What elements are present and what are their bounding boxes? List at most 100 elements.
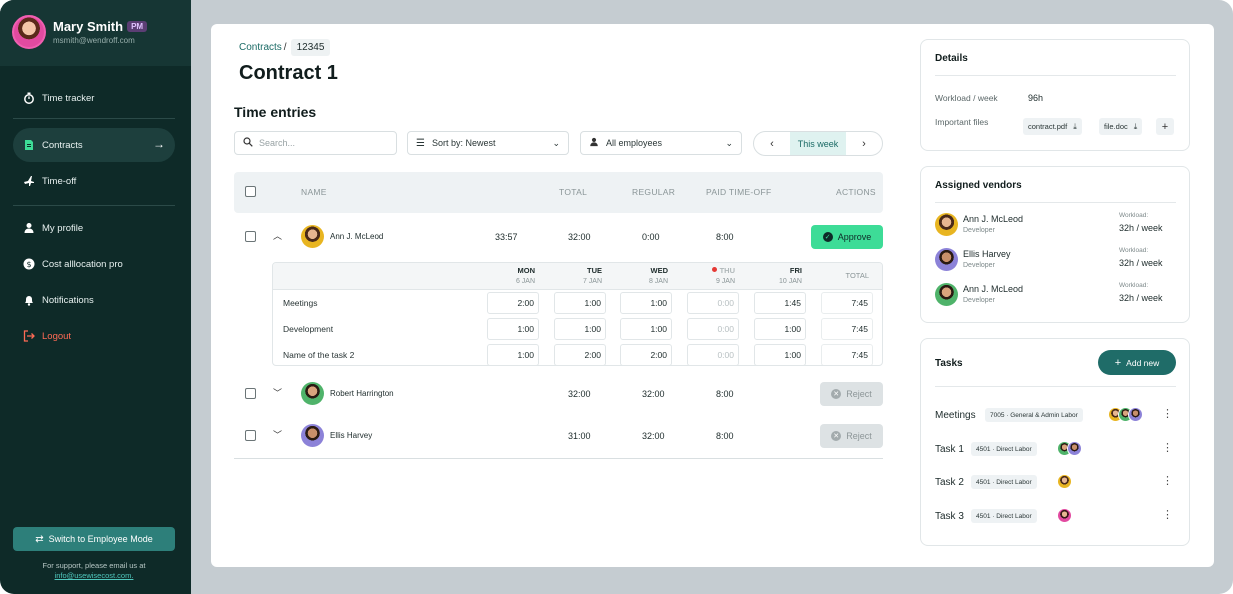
more-options-icon[interactable]: ⋮ (1162, 475, 1173, 487)
avatar (1128, 407, 1143, 422)
add-task-button[interactable]: + Add new (1098, 350, 1176, 375)
hours-cell[interactable]: 2:00 (487, 292, 539, 314)
add-file-button[interactable]: + (1156, 118, 1174, 135)
task-item[interactable]: Meetings 7005 · General & Admin Labor ⋮ (935, 405, 1176, 429)
day-date: 8 JAN (648, 278, 668, 285)
hours-cell[interactable]: 0:00 (687, 318, 739, 340)
vendor-item[interactable]: Ann J. McLeod Developer Workload: 32h / … (935, 210, 1176, 240)
daily-breakdown-header: MON 6 JAN TUE 7 JAN WED 8 JAN THU 9 JAN FRI 1… (273, 263, 882, 290)
row-pto-b: 8:00 (716, 431, 734, 441)
avatar (1067, 441, 1082, 456)
hours-cell[interactable]: 2:00 (554, 344, 606, 365)
sort-dropdown[interactable]: ☰ Sort by: Newest ⌄ (407, 131, 569, 155)
workload-label: Workload / week (935, 93, 998, 103)
task-item[interactable]: Task 2 4501 · Direct Labor ⋮ (935, 472, 1176, 496)
sidebar-item-time-off[interactable]: Time-off (13, 164, 175, 198)
sidebar-item-notifications[interactable]: Notifications (13, 283, 175, 317)
table-row: ﹀ Robert Harrington 32:00 32:00 8:00 ✕ R… (234, 377, 883, 411)
breadcrumb-contracts-link[interactable]: Contracts (239, 42, 282, 53)
hours-cell[interactable]: 0:00 (687, 292, 739, 314)
vendor-name: Ann J. McLeod (963, 284, 1024, 294)
details-title: Details (935, 53, 968, 64)
close-circle-icon: ✕ (831, 389, 842, 399)
user-name-text: Mary Smith (53, 19, 124, 34)
download-icon[interactable]: ⤓ (1073, 121, 1077, 131)
row-total-cell: 7:45 (821, 318, 873, 340)
day-header: FRI 10 JAN (754, 266, 802, 287)
prev-week-button[interactable]: ‹ (770, 137, 774, 150)
employees-dropdown[interactable]: All employees ⌄ (580, 131, 742, 155)
approve-button[interactable]: ✓ Approve (811, 225, 883, 249)
select-all-checkbox[interactable] (245, 186, 256, 197)
chevron-down-icon[interactable]: ﹀ (273, 388, 283, 398)
reject-button[interactable]: ✕ Reject (820, 424, 883, 448)
avatar (1057, 474, 1072, 489)
file-chip[interactable]: file.doc ⤓ (1099, 118, 1143, 135)
vendor-item[interactable]: Ellis Harvey Developer Workload: 32h / w… (935, 245, 1176, 275)
daily-breakdown-table: MON 6 JAN TUE 7 JAN WED 8 JAN THU 9 JAN FRI 1… (272, 262, 883, 366)
sidebar-item-label: Time-off (42, 175, 77, 187)
avatar (301, 382, 324, 405)
workload-label: Workload: (1119, 282, 1149, 289)
hours-cell[interactable]: 1:00 (754, 318, 806, 340)
task-name: Task 2 (935, 477, 964, 488)
sidebar-item-contracts[interactable]: Contracts → (13, 128, 175, 162)
file-name: file.doc (1104, 122, 1128, 131)
task-code: 7005 · General & Admin Labor (985, 408, 1083, 422)
next-week-button[interactable]: › (862, 137, 866, 150)
download-icon[interactable]: ⤓ (1133, 121, 1138, 131)
workload-value: 96h (1028, 93, 1044, 103)
this-week-button[interactable]: This week (790, 132, 846, 155)
row-total-cell: 7:45 (821, 344, 873, 365)
row-pto-a: 32:00 (642, 431, 665, 441)
switch-mode-button[interactable]: ⇄ Switch to Employee Mode (13, 527, 175, 551)
workload-value: 32h / week (1119, 293, 1163, 303)
chevron-up-icon[interactable]: ︿ (273, 231, 283, 241)
chevron-down-icon[interactable]: ﹀ (273, 430, 283, 440)
bell-icon (22, 293, 36, 307)
vendors-title: Assigned vendors (935, 180, 1022, 191)
row-checkbox[interactable] (245, 388, 256, 399)
hours-cell[interactable]: 1:45 (754, 292, 806, 314)
search-input[interactable]: Search... (234, 131, 397, 155)
hours-cell[interactable]: 1:00 (487, 344, 539, 365)
reject-button[interactable]: ✕ Reject (820, 382, 883, 406)
sidebar-divider (13, 118, 175, 119)
hours-cell[interactable]: 1:00 (487, 318, 539, 340)
support-email-link[interactable]: info@usewisecost.com. (54, 571, 134, 580)
avatar (301, 225, 324, 248)
file-chip[interactable]: contract.pdf ⤓ (1023, 118, 1082, 135)
hours-cell[interactable]: 1:00 (620, 292, 672, 314)
close-circle-icon: ✕ (831, 431, 842, 441)
task-item[interactable]: Task 1 4501 · Direct Labor ⋮ (935, 439, 1176, 463)
user-email: msmith@wendroff.com (53, 36, 135, 45)
sidebar-item-time-tracker[interactable]: Time tracker (13, 81, 175, 115)
hours-cell[interactable]: 1:00 (620, 318, 672, 340)
task-name: Task 1 (935, 444, 964, 455)
row-checkbox[interactable] (245, 231, 256, 242)
user-avatar (12, 15, 46, 49)
row-regular: 32:00 (568, 232, 591, 242)
support-text: For support, please email us at info@use… (13, 561, 175, 581)
hours-cell[interactable]: 0:00 (687, 344, 739, 365)
hours-cell[interactable]: 1:00 (554, 292, 606, 314)
row-pto-a: 32:00 (642, 389, 665, 399)
vendor-item[interactable]: Ann J. McLeod Developer Workload: 32h / … (935, 280, 1176, 310)
sidebar-item-label: Contracts (42, 139, 83, 151)
user-header[interactable]: Mary Smith PM msmith@wendroff.com (0, 0, 191, 66)
row-checkbox[interactable] (245, 430, 256, 441)
sidebar-item-logout[interactable]: Logout (13, 319, 175, 353)
day-header: THU 9 JAN (687, 266, 735, 287)
more-options-icon[interactable]: ⋮ (1162, 408, 1173, 420)
vendor-role: Developer (963, 262, 995, 269)
row-regular: 31:00 (568, 431, 591, 441)
sidebar-item-cost-allocation[interactable]: $ Cost alllocation pro (13, 247, 175, 281)
sidebar-item-my-profile[interactable]: My profile (13, 211, 175, 245)
more-options-icon[interactable]: ⋮ (1162, 442, 1173, 454)
task-item[interactable]: Task 3 4501 · Direct Labor ⋮ (935, 506, 1176, 530)
more-options-icon[interactable]: ⋮ (1162, 509, 1173, 521)
hours-cell[interactable]: 1:00 (754, 344, 806, 365)
hours-cell[interactable]: 1:00 (554, 318, 606, 340)
day-date: 10 JAN (779, 278, 802, 285)
hours-cell[interactable]: 2:00 (620, 344, 672, 365)
